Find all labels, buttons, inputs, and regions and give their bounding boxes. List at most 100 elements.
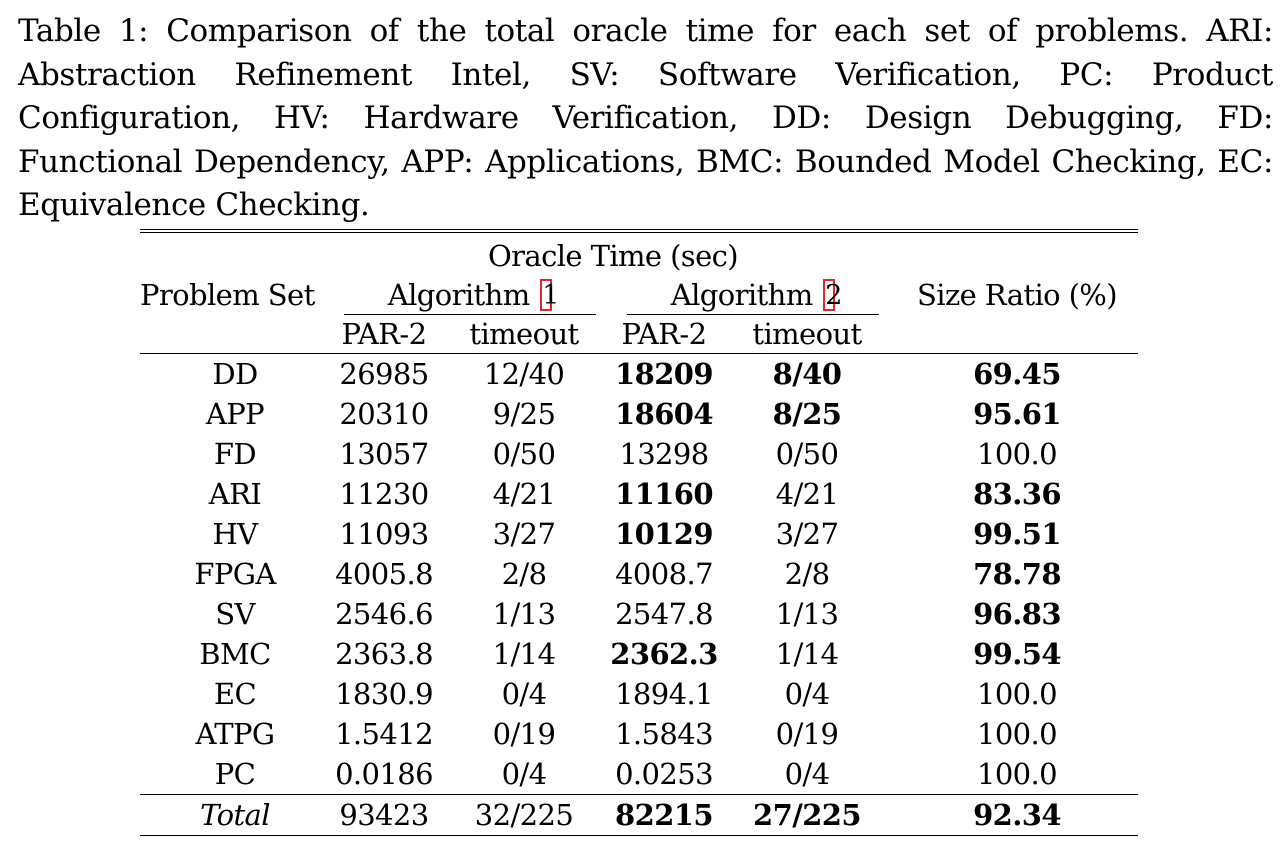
- results-table-container: Oracle Time (sec) Problem Set Algorithm …: [140, 229, 1138, 836]
- cell-size: 100.0: [976, 437, 1058, 471]
- top-rule: [140, 229, 1138, 237]
- cell-set: PC: [214, 757, 256, 791]
- cell-par1: 4005.8: [335, 557, 433, 591]
- results-table: Oracle Time (sec) Problem Set Algorithm …: [140, 229, 1138, 836]
- table-row: APP 20310 9/25 18604 8/25 95.61: [140, 394, 1138, 434]
- cell-to1: 4/21: [492, 477, 556, 511]
- cell-to1: 1/14: [492, 637, 556, 671]
- cell-set: EC: [213, 677, 257, 711]
- cell-set: FPGA: [194, 557, 276, 591]
- cell-to2: 0/19: [775, 717, 839, 751]
- cell-par1: 20310: [339, 397, 429, 431]
- header-blank: [140, 237, 330, 275]
- header-par2-2: PAR-2: [621, 317, 707, 351]
- cell-par2: 18604: [615, 397, 714, 431]
- cell-total-to1: 32/225: [438, 794, 610, 836]
- cell-size: 100.0: [976, 677, 1058, 711]
- cell-size: 95.61: [973, 397, 1061, 431]
- cell-to1: 0/4: [501, 757, 547, 791]
- cell-size: 69.45: [896, 353, 1138, 394]
- table-row: HV 11093 3/27 10129 3/27 99.51: [140, 514, 1138, 554]
- table-row: BMC 2363.8 1/14 2362.3 1/14 99.54: [140, 634, 1138, 674]
- table-row: ATPG 1.5412 0/19 1.5843 0/19 100.0: [140, 714, 1138, 754]
- cell-total-par2: 82215: [610, 794, 718, 836]
- cell-par1: 1.5412: [335, 717, 433, 751]
- cell-to1: 2/8: [501, 557, 547, 591]
- cell-set: SV: [215, 597, 255, 631]
- cell-to2: 0/4: [784, 677, 830, 711]
- table-row: PC 0.0186 0/4 0.0253 0/4 100.0: [140, 754, 1138, 795]
- cell-set: ARI: [208, 477, 262, 511]
- header-algorithm-1: Algorithm 1: [330, 275, 610, 315]
- cell-par1: 1830.9: [335, 677, 433, 711]
- cell-size: 78.78: [973, 557, 1061, 591]
- cell-set: FD: [213, 437, 257, 471]
- cell-par1: 26985: [330, 353, 438, 394]
- cell-to2: 0/50: [775, 437, 839, 471]
- cell-to1: 12/40: [438, 353, 610, 394]
- cell-to1: 0/4: [501, 677, 547, 711]
- table-row: FD 13057 0/50 13298 0/50 100.0: [140, 434, 1138, 474]
- table-row: FPGA 4005.8 2/8 4008.7 2/8 78.78: [140, 554, 1138, 594]
- cell-to2: 1/14: [775, 637, 839, 671]
- header-algorithm-2: Algorithm 2: [610, 275, 896, 315]
- cell-total-to2: 27/225: [718, 794, 896, 836]
- header-size-ratio: Size Ratio (%): [917, 278, 1118, 312]
- cell-to1: 0/19: [492, 717, 556, 751]
- algorithm-1-ref-link[interactable]: 1: [540, 279, 559, 311]
- cell-par2: 10129: [615, 517, 714, 551]
- cell-total-par1: 93423: [330, 794, 438, 836]
- cell-size: 83.36: [973, 477, 1061, 511]
- cell-to1: 3/27: [492, 517, 556, 551]
- cell-par1: 2363.8: [335, 637, 433, 671]
- cell-par1: 11093: [339, 517, 429, 551]
- cell-to1: 1/13: [492, 597, 556, 631]
- cell-size: 96.83: [973, 597, 1061, 631]
- cell-par1: 13057: [339, 437, 429, 471]
- cell-to2: 3/27: [775, 517, 839, 551]
- cell-total-size: 92.34: [896, 794, 1138, 836]
- header-oracle-time: Oracle Time (sec): [487, 239, 739, 273]
- cell-par2: 1894.1: [615, 677, 713, 711]
- header-problem-set: Problem Set: [140, 278, 315, 312]
- cell-to2: 4/21: [775, 477, 839, 511]
- cell-total-label: Total: [140, 794, 330, 836]
- cell-to2: 8/25: [772, 397, 842, 431]
- table-row: EC 1830.9 0/4 1894.1 0/4 100.0: [140, 674, 1138, 714]
- cell-to2: 2/8: [784, 557, 830, 591]
- cell-set: APP: [205, 397, 265, 431]
- cell-par2: 0.0253: [615, 757, 713, 791]
- cell-size: 99.54: [973, 637, 1061, 671]
- cell-to1: 0/50: [492, 437, 556, 471]
- table-row: DD 26985 12/40 18209 8/40 69.45: [140, 353, 1138, 394]
- algorithm-2-ref-link[interactable]: 2: [823, 279, 842, 311]
- cell-par1: 2546.6: [335, 597, 433, 631]
- cell-par1: 0.0186: [335, 757, 433, 791]
- cell-set: BMC: [199, 637, 271, 671]
- cell-par1: 11230: [339, 477, 429, 511]
- table-row: ARI 11230 4/21 11160 4/21 83.36: [140, 474, 1138, 514]
- total-row: Total 93423 32/225 82215 27/225 92.34: [140, 794, 1138, 836]
- cell-to2: 0/4: [784, 757, 830, 791]
- cell-par2: 4008.7: [615, 557, 713, 591]
- cell-set: DD: [140, 353, 330, 394]
- cell-par2: 11160: [615, 477, 714, 511]
- cell-size: 100.0: [976, 717, 1058, 751]
- header-timeout-2: timeout: [752, 317, 862, 351]
- cell-size: 99.51: [973, 517, 1061, 551]
- cell-to1: 9/25: [492, 397, 556, 431]
- cell-set: HV: [212, 517, 258, 551]
- cell-par2: 2547.8: [615, 597, 713, 631]
- cell-to2: 8/40: [718, 353, 896, 394]
- header-par2-1: PAR-2: [341, 317, 427, 351]
- table-row: SV 2546.6 1/13 2547.8 1/13 96.83: [140, 594, 1138, 634]
- table-caption: Table 1: Comparison of the total oracle …: [18, 13, 1273, 223]
- cell-par2: 18209: [610, 353, 718, 394]
- cell-par2: 13298: [619, 437, 709, 471]
- cell-set: ATPG: [195, 717, 276, 751]
- cell-par2: 1.5843: [615, 717, 713, 751]
- cell-to2: 1/13: [775, 597, 839, 631]
- cell-par2: 2362.3: [610, 637, 718, 671]
- header-timeout-1: timeout: [469, 317, 579, 351]
- cell-size: 100.0: [976, 757, 1058, 791]
